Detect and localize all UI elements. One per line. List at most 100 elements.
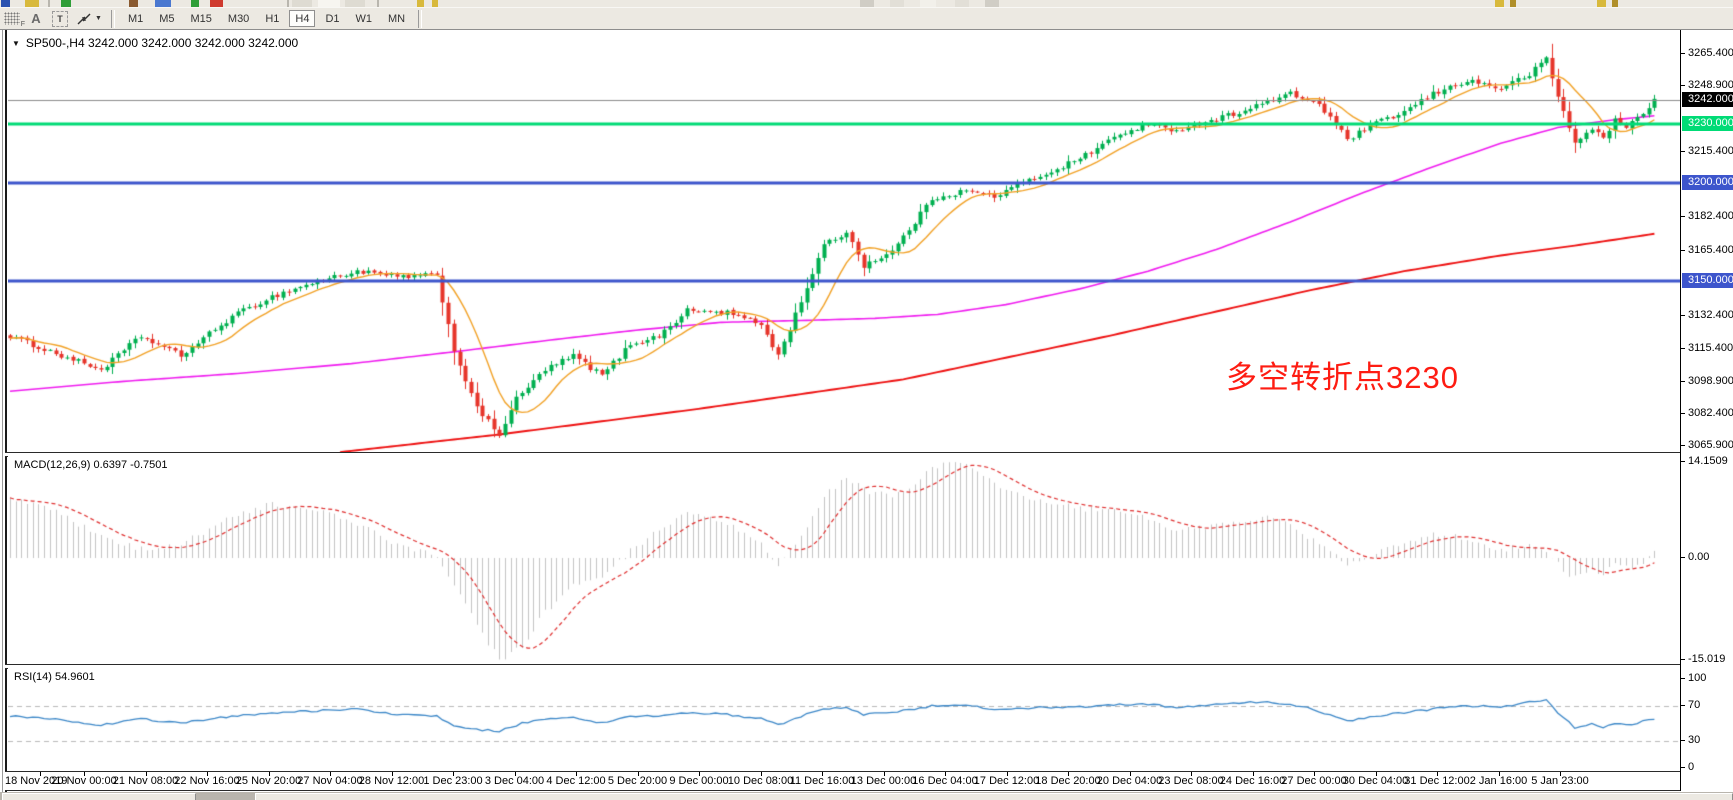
status-bar-clipped	[0, 792, 1733, 800]
arrows-icon	[77, 13, 91, 24]
rsi-label: RSI(14) 54.9601	[14, 671, 95, 683]
toolbar-icon-fragment[interactable]	[1612, 0, 1618, 7]
price-tick-label: 3215.400	[1681, 144, 1733, 158]
time-axis-label: 5 Dec 20:00	[607, 775, 668, 787]
price-tick-label: 3165.400	[1681, 243, 1733, 257]
toolbar-icon-fragment[interactable]	[432, 0, 438, 7]
text-box-tool-button[interactable]: T	[49, 9, 71, 28]
time-axis-tick	[945, 772, 946, 776]
time-axis-label: 17 Dec 12:00	[973, 775, 1040, 787]
toolbar-icon-fragment[interactable]	[61, 0, 71, 7]
time-axis-label: 10 Dec 08:00	[727, 775, 794, 787]
toolbar-icon-fragment[interactable]	[417, 0, 424, 7]
macd-pane-canvas[interactable]	[8, 455, 1680, 664]
time-axis-label: 30 Dec 04:00	[1342, 775, 1409, 787]
time-axis[interactable]: 18 Nov 2019 20 Nov 00:00 21 Nov 08:00 22 No…	[5, 772, 1680, 790]
price-chart-canvas[interactable]	[8, 30, 1680, 452]
grid-icon: F	[4, 12, 25, 28]
toolbar-icon-fragment[interactable]	[25, 0, 39, 7]
time-axis-tick	[822, 772, 823, 776]
price-badge: 3200.000	[1682, 174, 1733, 190]
status-panel	[2, 793, 196, 800]
time-axis-tick	[1191, 772, 1192, 776]
price-tick-label: 3082.400	[1681, 406, 1733, 420]
toolbar-icon-fragment[interactable]	[191, 0, 199, 7]
macd-label: MACD(12,26,9) 0.6397 -0.7501	[14, 459, 168, 471]
timeframe-m1-button[interactable]: M1	[122, 10, 149, 27]
time-axis-tick	[883, 772, 885, 776]
toolbar-icon-fragment[interactable]	[377, 0, 379, 7]
price-tick-label: 3115.400	[1681, 341, 1733, 355]
time-axis-tick	[1375, 772, 1377, 776]
time-axis-label: 24 Dec 16:00	[1219, 775, 1286, 787]
time-axis-tick	[1068, 772, 1069, 776]
time-axis-label: 18 Nov 2019	[5, 775, 68, 787]
time-axis-tick	[207, 772, 208, 776]
toolbar-icon-fragment[interactable]	[890, 0, 904, 7]
time-axis-label: 3 Dec 04:00	[484, 775, 545, 787]
window-border	[2, 30, 3, 792]
text-label-tool-button[interactable]: A	[25, 9, 47, 28]
toolbar-icon-fragment[interactable]	[292, 0, 312, 7]
rsi-axis-label: 70	[1681, 698, 1733, 712]
toolbar-icon-fragment[interactable]	[1495, 0, 1504, 7]
toolbar-icon-fragment[interactable]	[1510, 0, 1516, 7]
rsi-pane-canvas[interactable]	[8, 667, 1680, 771]
timeframe-mn-button[interactable]: MN	[382, 10, 411, 27]
toolbar-icon-fragment[interactable]	[1597, 0, 1606, 7]
rsi-axis-label: 30	[1681, 733, 1733, 747]
toolbar-icon-fragment[interactable]	[860, 0, 874, 7]
chart-header: ▼ SP500-,H4 3242.000 3242.000 3242.000 3…	[12, 36, 298, 50]
toolbar-icon-fragment[interactable]	[287, 0, 289, 7]
time-axis-label: 2 Jan 16:00	[1469, 775, 1528, 787]
toolbar-icon-fragment[interactable]	[985, 0, 999, 7]
toolbar-icon-fragment[interactable]	[345, 0, 365, 7]
price-badge: 3150.000	[1682, 273, 1733, 288]
time-axis-label: 9 Dec 00:00	[669, 775, 729, 787]
macd-axis-label: 14.1509	[1681, 454, 1733, 468]
timeframe-m30-button[interactable]: M30	[222, 10, 255, 27]
toolbar-icon-fragment[interactable]	[318, 0, 340, 7]
timeframe-w1-button[interactable]: W1	[350, 10, 379, 27]
toolbar: F A T ▼ M1 M5 M15 M30 H1 H4 D1 W1 MN	[0, 8, 1733, 30]
rsi-axis-label: 0	[1681, 760, 1733, 774]
rsi-axis-label: 100	[1681, 671, 1733, 685]
time-axis-tick	[1314, 772, 1315, 776]
price-tick-label: 3132.400	[1681, 308, 1733, 322]
time-axis-label: 28 Nov 12:00	[358, 775, 425, 787]
time-axis-tick	[268, 772, 270, 776]
letter-a-icon: A	[31, 11, 41, 26]
time-axis-tick	[84, 772, 85, 776]
time-axis-label: 18 Dec 20:00	[1035, 775, 1101, 787]
timeframe-h1-button[interactable]: H1	[259, 10, 285, 27]
timeframe-h4-button[interactable]: H4	[289, 10, 316, 27]
window-bottom-border	[5, 790, 1733, 791]
price-tick-label: 3098.900	[1681, 374, 1733, 388]
toolbar-icon-fragment[interactable]	[1, 0, 10, 7]
time-axis-tick	[699, 772, 700, 776]
time-axis-tick	[576, 772, 577, 776]
chart-text-annotation[interactable]: 多空转折点3230	[1226, 360, 1459, 395]
timeframe-m15-button[interactable]: M15	[185, 10, 218, 27]
toolbar-icon-fragment[interactable]	[48, 0, 50, 7]
timeframe-d1-button[interactable]: D1	[319, 10, 345, 27]
toolbar-icon-fragment[interactable]	[155, 0, 171, 7]
toolbar-icon-fragment[interactable]	[129, 0, 138, 7]
toolbar-icon-fragment[interactable]	[955, 0, 969, 7]
price-tick-label: 3248.900	[1681, 78, 1733, 92]
chart-symbol-ohlc: SP500-,H4 3242.000 3242.000 3242.000 324…	[25, 36, 299, 50]
toolbar-icon-fragment[interactable]	[920, 0, 936, 7]
time-axis-tick	[1498, 772, 1500, 776]
arrow-objects-button[interactable]: ▼	[73, 9, 105, 28]
price-tick-label: 3265.400	[1681, 46, 1733, 60]
price-axis[interactable]: 3265.400 3248.900 3215.400 3182.400 3165.400…	[1680, 30, 1733, 791]
time-axis-label: 5 Jan 23:00	[1531, 775, 1589, 787]
window-border	[5, 30, 7, 792]
time-axis-tick	[1006, 772, 1008, 776]
time-axis-label: 20 Dec 04:00	[1096, 775, 1163, 787]
toolbar-icon-fragment[interactable]	[210, 0, 223, 7]
time-axis-tick	[637, 772, 639, 776]
timeframe-m5-button[interactable]: M5	[153, 10, 180, 27]
pane-border	[5, 771, 1733, 772]
crosshair-grid-tool-button[interactable]: F	[1, 9, 25, 28]
